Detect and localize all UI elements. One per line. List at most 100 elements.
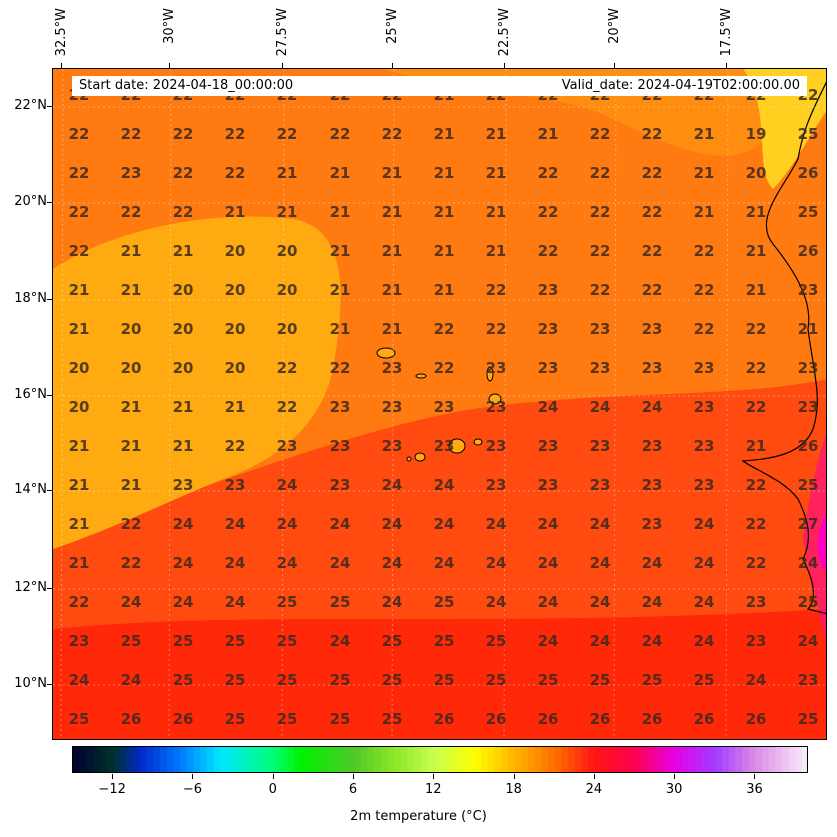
temperature-value: 24 xyxy=(433,554,455,572)
colorbar-segment xyxy=(173,747,181,772)
lon-label: 27.5°W xyxy=(275,8,290,57)
colorbar-tick xyxy=(754,774,756,779)
cool-coast-north xyxy=(743,69,826,189)
temperature-value: 24 xyxy=(693,554,715,572)
temperature-value: 23 xyxy=(693,476,715,494)
colorbar-segment xyxy=(487,747,496,772)
temperature-value: 21 xyxy=(433,125,455,143)
temperature-value: 22 xyxy=(68,125,90,143)
temperature-value: 22 xyxy=(641,203,663,221)
colorbar-segment xyxy=(240,747,248,772)
colorbar-segment xyxy=(354,747,362,772)
temperature-value: 24 xyxy=(381,593,403,611)
colorbar-segment xyxy=(742,747,750,772)
colorbar-segment xyxy=(494,747,502,772)
map-panel: 22 22 22 22 22 22 22 21 22 22 22 22 22 22 22 22 22 22 22 22… xyxy=(52,68,827,740)
colorbar-segment xyxy=(581,747,589,772)
temperature-value: 22 xyxy=(745,359,767,377)
colorbar-tick xyxy=(112,774,114,779)
temperature-value: 23 xyxy=(537,476,559,494)
island xyxy=(488,393,502,405)
colorbar-tick xyxy=(593,774,595,779)
temperature-value: 24 xyxy=(433,476,455,494)
colorbar-tick xyxy=(192,774,194,779)
temperature-value: 23 xyxy=(433,398,455,416)
temperature-value: 23 xyxy=(641,320,663,338)
temperature-value: 23 xyxy=(276,437,298,455)
colorbar-segment xyxy=(320,747,328,772)
lat-tick xyxy=(47,202,52,203)
temperature-value: 25 xyxy=(433,632,455,650)
temperature-value: 25 xyxy=(381,710,403,728)
temperature-value: 21 xyxy=(485,125,507,143)
colorbar-segment xyxy=(621,747,629,772)
temperature-value: 21 xyxy=(485,164,507,182)
colorbar-segment xyxy=(588,747,596,772)
temperature-value: 25 xyxy=(172,671,194,689)
colorbar-segment xyxy=(93,747,101,772)
colorbar-segment xyxy=(159,747,168,772)
temperature-value: 24 xyxy=(537,632,559,650)
temperature-value: 23 xyxy=(120,164,142,182)
colorbar-segment xyxy=(374,747,382,772)
colorbar-segment xyxy=(768,747,777,772)
colorbar-segment xyxy=(220,747,228,772)
lon-tick xyxy=(392,63,393,68)
colorbar-segment xyxy=(307,747,315,772)
colorbar-segment xyxy=(441,747,449,772)
colorbar-segment xyxy=(514,747,522,772)
temperature-value: 22 xyxy=(329,125,351,143)
temperature-value: 24 xyxy=(589,398,611,416)
temperature-field xyxy=(53,69,826,739)
temperature-value: 25 xyxy=(329,710,351,728)
colorbar-tick-label: 6 xyxy=(348,782,358,797)
temperature-value: 22 xyxy=(693,281,715,299)
temperature-value: 22 xyxy=(485,320,507,338)
temperature-value: 20 xyxy=(172,359,194,377)
colorbar-segment xyxy=(447,747,455,772)
lon-gridline xyxy=(281,69,285,739)
temperature-value: 23 xyxy=(745,632,767,650)
colorbar-segment xyxy=(548,747,556,772)
lon-gridline xyxy=(168,69,172,739)
lat-label: 22°N xyxy=(14,98,47,113)
lon-label: 17.5°W xyxy=(719,8,734,57)
colorbar-segment xyxy=(701,747,710,772)
colorbar-segment xyxy=(133,747,141,772)
temperature-value: 20 xyxy=(276,281,298,299)
colorbar-segment xyxy=(260,747,268,772)
temperature-value: 21 xyxy=(537,125,559,143)
temperature-value: 22 xyxy=(120,203,142,221)
temperature-value: 21 xyxy=(381,320,403,338)
temperature-value: 20 xyxy=(172,281,194,299)
temperature-value: 24 xyxy=(276,515,298,533)
colorbar-segment xyxy=(166,747,174,772)
colorbar-segment xyxy=(728,747,736,772)
temperature-value: 20 xyxy=(745,164,767,182)
colorbar-segment xyxy=(467,747,476,772)
temperature-value: 22 xyxy=(276,359,298,377)
temperature-value: 24 xyxy=(797,632,819,650)
colorbar-segment xyxy=(347,747,355,772)
temperature-value: 23 xyxy=(797,671,819,689)
temperature-value: 21 xyxy=(329,203,351,221)
island xyxy=(473,438,483,446)
temperature-value: 21 xyxy=(745,437,767,455)
temperature-value: 24 xyxy=(537,593,559,611)
colorbar-segment xyxy=(628,747,636,772)
colorbar-segment xyxy=(481,747,489,772)
colorbar-segment xyxy=(601,747,609,772)
lat-label: 12°N xyxy=(14,580,47,595)
temperature-value: 24 xyxy=(589,632,611,650)
temperature-value: 24 xyxy=(589,554,611,572)
temperature-value: 25 xyxy=(276,632,298,650)
temperature-value: 25 xyxy=(433,671,455,689)
temperature-value: 23 xyxy=(745,593,767,611)
temperature-value: 20 xyxy=(224,320,246,338)
temperature-value: 24 xyxy=(172,593,194,611)
colorbar-segment xyxy=(186,747,195,772)
temperature-value: 22 xyxy=(120,554,142,572)
lon-gridline xyxy=(60,69,64,739)
temperature-value: 24 xyxy=(641,632,663,650)
lon-gridline xyxy=(391,69,395,739)
